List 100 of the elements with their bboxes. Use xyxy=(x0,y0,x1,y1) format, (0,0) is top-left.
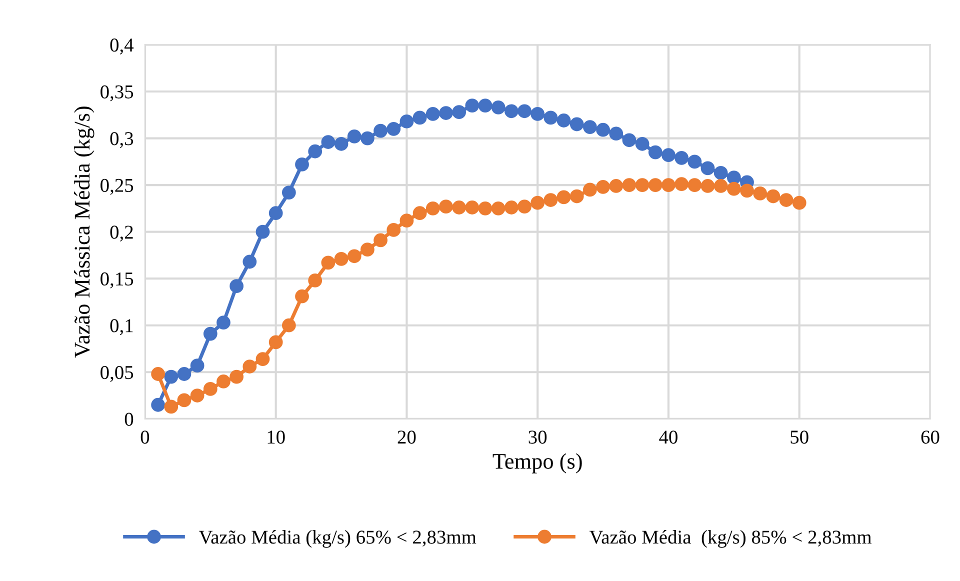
point xyxy=(518,200,532,214)
point xyxy=(347,249,362,264)
x-tick-label: 0 xyxy=(140,430,150,444)
point xyxy=(622,178,636,192)
point xyxy=(518,104,532,118)
point xyxy=(321,135,336,149)
point xyxy=(151,367,165,381)
point xyxy=(151,398,165,412)
point xyxy=(386,122,401,136)
point xyxy=(596,122,610,137)
point xyxy=(465,98,480,112)
point xyxy=(740,184,754,198)
point xyxy=(452,200,466,214)
point xyxy=(190,388,204,402)
point xyxy=(164,370,178,384)
point xyxy=(242,360,257,374)
point xyxy=(726,170,741,185)
point xyxy=(360,131,374,146)
point xyxy=(556,114,571,128)
point xyxy=(674,150,689,165)
y-axis-title: Vazão Mássica Média (kg/s) xyxy=(74,106,94,358)
point xyxy=(491,100,506,114)
point xyxy=(792,196,806,210)
point xyxy=(426,201,440,216)
x-tick-label: 10 xyxy=(268,430,285,444)
point xyxy=(374,124,388,138)
point xyxy=(282,318,296,332)
point xyxy=(439,200,453,214)
point xyxy=(544,110,558,125)
point xyxy=(334,136,348,151)
point xyxy=(465,200,480,214)
point xyxy=(766,189,780,204)
point xyxy=(374,233,388,248)
point xyxy=(321,256,336,270)
point xyxy=(268,335,283,350)
y-tick-label: 0,15 xyxy=(100,272,134,288)
point xyxy=(530,107,545,121)
point xyxy=(779,193,794,207)
y-tick-label: 0,1 xyxy=(110,319,133,336)
point xyxy=(609,126,624,141)
point xyxy=(700,179,715,193)
point xyxy=(164,400,178,414)
point xyxy=(308,274,322,288)
point xyxy=(648,178,662,192)
point xyxy=(400,214,414,228)
point xyxy=(674,177,689,192)
y-tick-label: 0,2 xyxy=(110,226,133,242)
x-tick-label: 30 xyxy=(528,430,547,444)
point xyxy=(596,180,610,194)
point xyxy=(504,104,518,118)
point xyxy=(203,326,218,341)
point xyxy=(282,186,296,200)
point xyxy=(412,110,427,125)
point xyxy=(177,393,192,408)
y-tick-label: 0,4 xyxy=(110,38,134,54)
point xyxy=(295,158,309,172)
y-tick-label: 0,3 xyxy=(110,132,134,148)
point xyxy=(570,117,584,132)
x-axis-title: Tempo (s) xyxy=(492,453,582,474)
point xyxy=(556,190,571,204)
point xyxy=(583,182,597,197)
point xyxy=(230,279,244,294)
point xyxy=(216,374,230,388)
point xyxy=(308,144,322,158)
point xyxy=(268,206,283,220)
point xyxy=(190,358,204,373)
point xyxy=(347,129,362,144)
y-tick-label: 0,25 xyxy=(100,178,134,195)
x-tick-label: 50 xyxy=(790,430,808,444)
point xyxy=(478,98,492,112)
point xyxy=(386,223,401,237)
point xyxy=(203,382,218,396)
point xyxy=(662,178,676,192)
point xyxy=(583,120,597,134)
point xyxy=(452,105,466,120)
x-tick-label: 60 xyxy=(921,430,940,444)
y-tick-label: 0,05 xyxy=(100,366,134,382)
x-tick-label: 20 xyxy=(398,430,416,444)
point xyxy=(256,352,270,366)
point xyxy=(688,154,702,169)
point xyxy=(491,201,506,216)
point xyxy=(635,178,650,192)
point xyxy=(439,106,453,120)
y-tick-label: 0,35 xyxy=(100,85,134,102)
point xyxy=(426,107,440,121)
point xyxy=(714,179,728,193)
point xyxy=(216,316,230,330)
point xyxy=(753,186,768,200)
point xyxy=(504,200,518,214)
point xyxy=(530,196,545,210)
point xyxy=(256,224,270,239)
point xyxy=(662,148,676,162)
point xyxy=(648,145,662,160)
y-tick-label: 0 xyxy=(124,412,134,426)
legend-label: Vazão Média (kg/s) 65% < 2,83mm xyxy=(198,530,476,548)
point xyxy=(622,133,636,148)
point xyxy=(230,370,244,384)
point xyxy=(478,201,492,216)
point xyxy=(714,166,728,180)
point xyxy=(400,114,414,128)
